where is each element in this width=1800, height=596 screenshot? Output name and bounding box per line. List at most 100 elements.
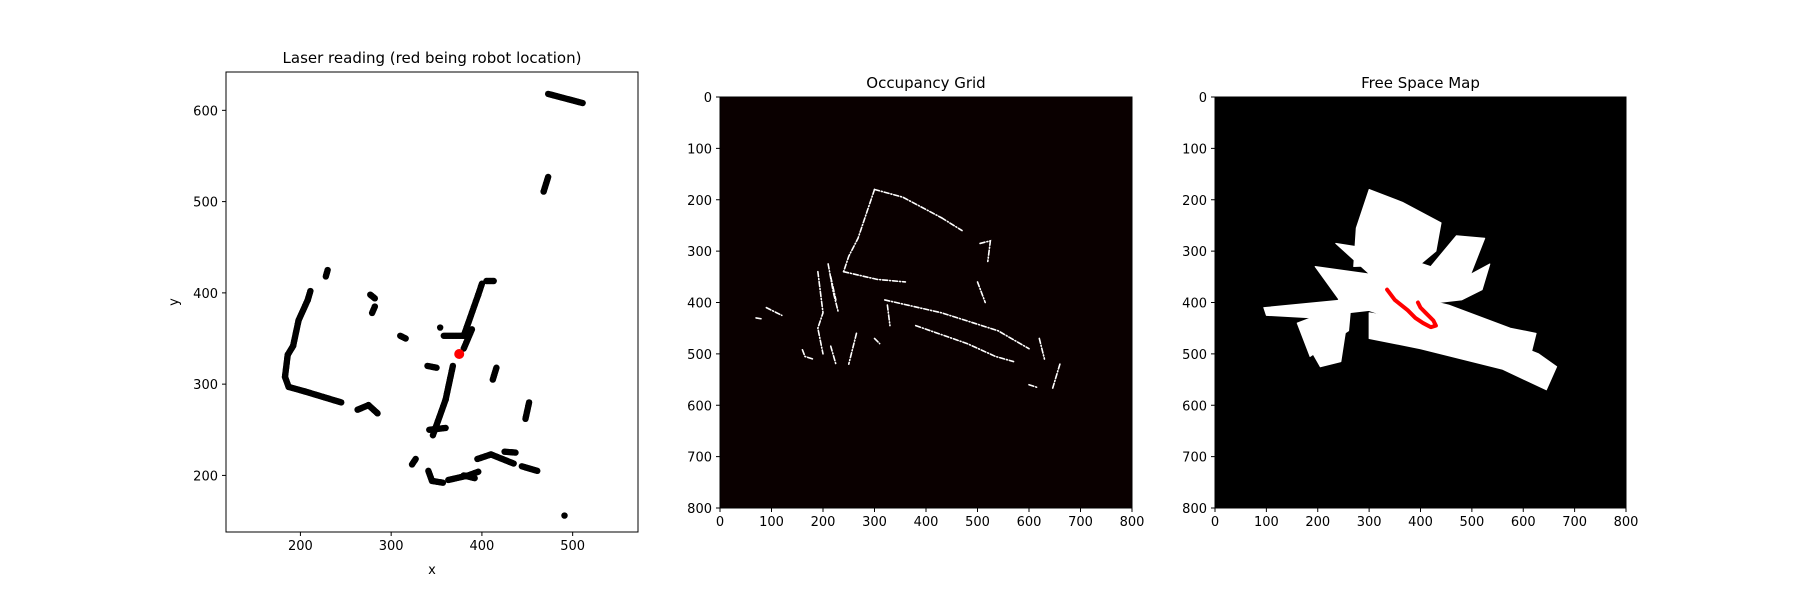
occupied-cells (1028, 383, 1038, 389)
y-tick-label: 800 (1182, 502, 1207, 517)
y-tick-label: 300 (687, 245, 712, 260)
y-tick-label: 600 (687, 399, 712, 414)
y-tick-label: 100 (1182, 142, 1207, 157)
x-tick-label: 700 (1562, 515, 1587, 530)
y-tick-label: 600 (1182, 399, 1207, 414)
y-tick-label: 300 (1182, 245, 1207, 260)
y-tick-label: 200 (687, 194, 712, 209)
laser-point (439, 479, 447, 486)
occupied-cells (755, 317, 764, 320)
laser-reading-panel: 200 300 400 500 200 300 400 500 600 Laser reading… (167, 49, 639, 578)
robot-location-point (454, 349, 465, 360)
y-tick-label: 0 (1199, 91, 1207, 106)
laser-point (475, 468, 482, 475)
laser-point (442, 424, 449, 432)
laser-point (338, 399, 345, 406)
occupied-cells (827, 263, 840, 314)
y-tick-label: 700 (687, 451, 712, 466)
x-tick-label: 200 (811, 515, 836, 530)
laser-point (512, 449, 519, 456)
occupied-cells (842, 270, 907, 283)
laser-point (579, 99, 586, 107)
grid-image-background (720, 97, 1132, 508)
chart-title: Occupancy Grid (866, 74, 985, 92)
laser-point (324, 266, 331, 274)
x-axis-label: x (428, 563, 436, 578)
x-tick-label: 500 (965, 515, 990, 530)
occupied-cells (1051, 363, 1061, 391)
x-tick-label: 500 (560, 539, 585, 554)
laser-point (412, 455, 419, 463)
occupied-cells (765, 306, 783, 317)
y-tick-label: 400 (193, 287, 218, 302)
free-space-region (1353, 188, 1442, 268)
chart-title: Laser reading (red being robot location) (283, 49, 582, 67)
axes-frame (225, 71, 639, 533)
x-tick-label: 400 (914, 515, 939, 530)
y-tick-label: 100 (687, 142, 712, 157)
x-tick-label: 300 (379, 539, 404, 554)
x-tick-label: 300 (862, 515, 887, 530)
occupied-cells (883, 299, 1030, 350)
robot-path (1385, 287, 1438, 330)
laser-point (493, 364, 500, 371)
free-space-region (1384, 330, 1452, 347)
laser-point (534, 467, 541, 475)
y-tick-label: 0 (704, 91, 712, 106)
y-tick-label: 300 (193, 378, 218, 393)
occupied-cells (979, 239, 992, 263)
occupied-cells (873, 188, 943, 219)
y-tick-label: 500 (687, 348, 712, 363)
y-tick-label: 500 (1182, 348, 1207, 363)
occupied-cells (847, 332, 858, 365)
laser-point (490, 277, 497, 285)
y-tick-label: 800 (687, 502, 712, 517)
occupied-cells (1038, 337, 1046, 360)
laser-point (544, 173, 552, 181)
laser-point (561, 512, 568, 519)
y-tick-label: 700 (1182, 451, 1207, 466)
laser-point (525, 399, 533, 406)
x-tick-label: 800 (1614, 515, 1639, 530)
laser-point (371, 295, 379, 302)
y-tick-label: 400 (687, 297, 712, 312)
x-tick-label: 800 (1120, 515, 1145, 530)
laser-point (402, 335, 409, 342)
laser-point (471, 474, 478, 482)
occupied-cells (940, 216, 963, 232)
free-space-region (1309, 327, 1347, 368)
x-tick-label: 400 (469, 539, 494, 554)
laser-point (433, 364, 440, 371)
x-tick-label: 100 (1254, 515, 1279, 530)
x-tick-label: 0 (716, 515, 724, 530)
y-tick-label: 400 (1182, 297, 1207, 312)
x-tick-label: 600 (1017, 515, 1042, 530)
x-tick-label: 400 (1408, 515, 1433, 530)
y-tick-label: 500 (193, 196, 218, 211)
x-tick-label: 600 (1511, 515, 1536, 530)
laser-point (436, 324, 444, 331)
laser-point (374, 410, 381, 417)
y-tick-label: 200 (193, 469, 218, 484)
laser-point (371, 303, 379, 310)
occupied-cells (886, 304, 891, 327)
occupied-cells (817, 270, 824, 355)
free-space-region (1296, 302, 1352, 357)
occupied-cells (829, 276, 837, 301)
x-tick-label: 0 (1211, 515, 1219, 530)
occupied-cells (914, 324, 1015, 363)
x-tick-label: 700 (1068, 515, 1093, 530)
laser-point (468, 326, 476, 333)
x-tick-label: 300 (1357, 515, 1382, 530)
plot-area (226, 72, 638, 532)
y-tick-label: 200 (1182, 194, 1207, 209)
occupied-cells (801, 348, 814, 360)
occupied-cells (829, 345, 837, 365)
x-tick-label: 500 (1459, 515, 1484, 530)
laser-point (307, 287, 314, 295)
x-tick-label: 200 (288, 539, 313, 554)
chart-title: Free Space Map (1361, 74, 1480, 92)
occupied-cells (976, 281, 987, 304)
